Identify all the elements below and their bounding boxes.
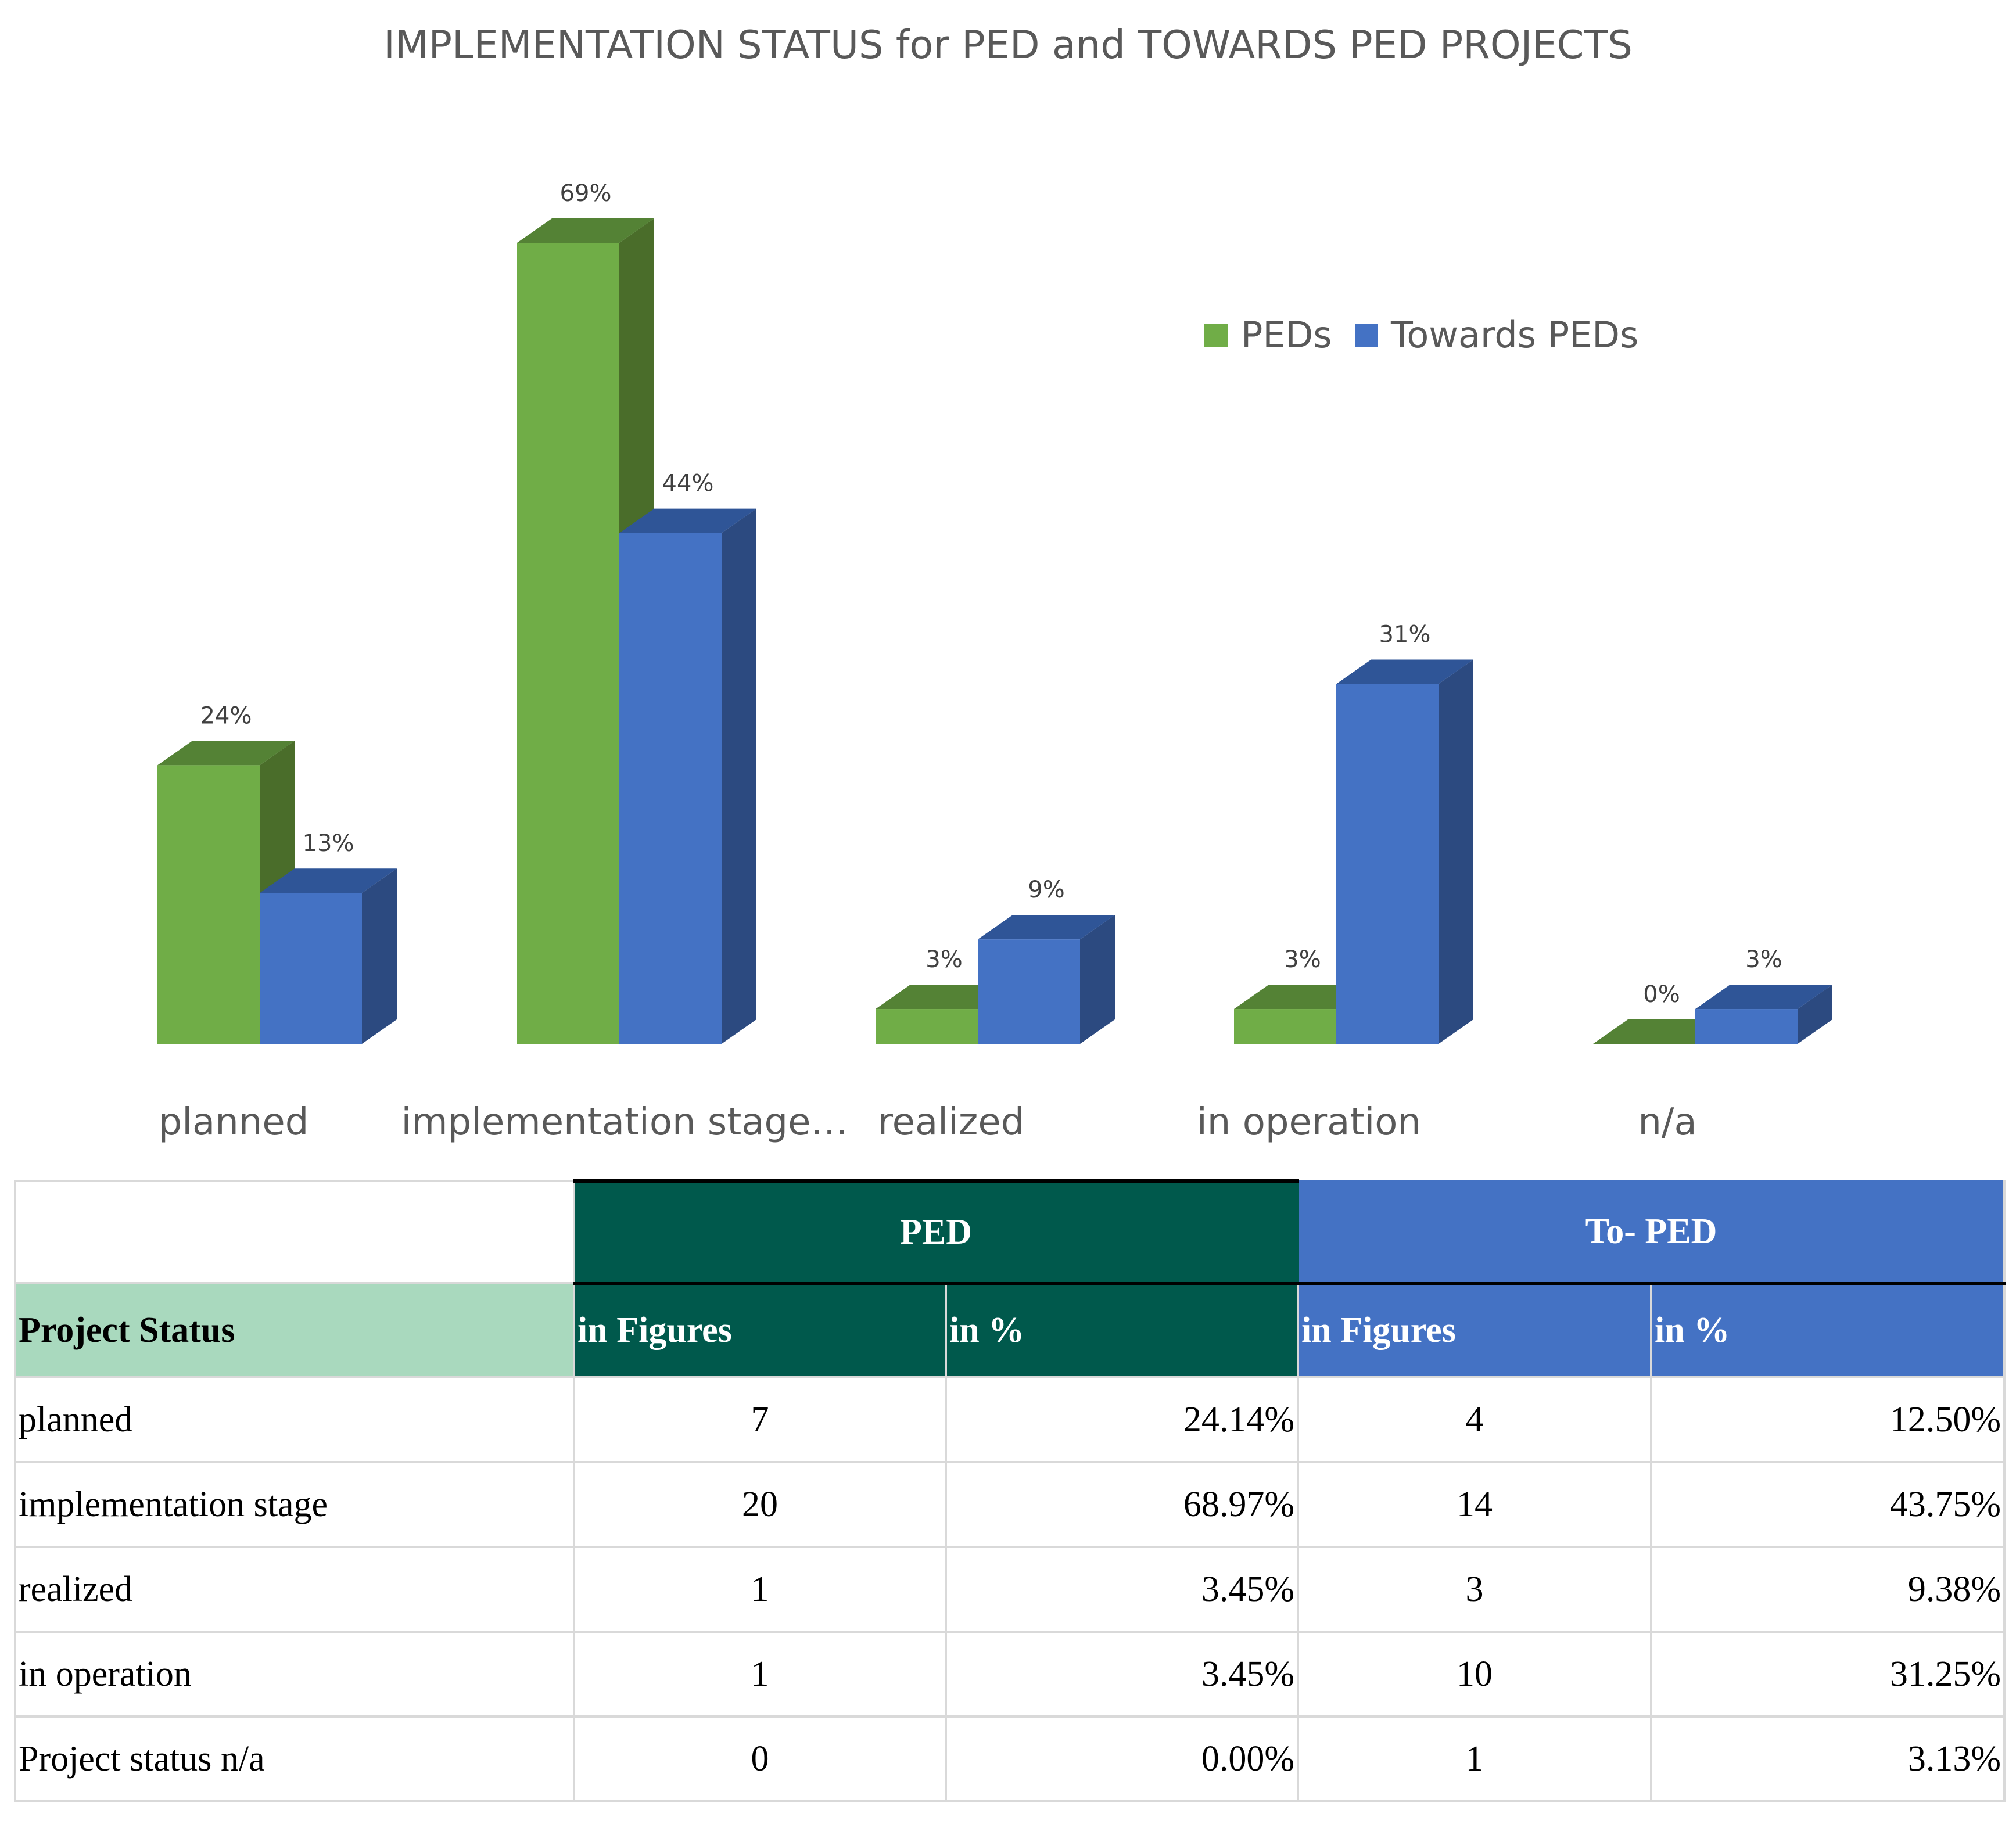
status-table: PED To- PED Project Status in Figures in… (14, 1179, 2006, 1802)
toped-figures-cell: 3 (1297, 1546, 1652, 1633)
status-cell: realized (14, 1546, 575, 1633)
status-cell: planned (14, 1376, 575, 1463)
ped-figures-cell: 7 (573, 1376, 947, 1463)
toped-percent-cell: 43.75% (1650, 1461, 2006, 1548)
ped-percent-cell: 24.14% (945, 1376, 1299, 1463)
toped-group-header: To- PED (1297, 1180, 2006, 1285)
legend-swatch-towards-peds (1355, 324, 1378, 347)
status-cell: in operation (14, 1631, 575, 1718)
ped-percent-cell: 3.45% (945, 1546, 1299, 1633)
group-header-row: PED To- PED (14, 1179, 2006, 1285)
chart-title: IMPLEMENTATION STATUS for PED and TOWARD… (383, 22, 1633, 67)
data-label-peds-4: 0% (1643, 981, 1680, 1008)
toped-figures-header: in Figures (1297, 1282, 1652, 1378)
data-label-peds-3: 3% (1284, 946, 1321, 973)
data-label-towards-peds-3: 31% (1379, 621, 1431, 648)
ped-percent-cell: 68.97% (945, 1461, 1299, 1548)
toped-percent-cell: 12.50% (1650, 1376, 2006, 1463)
status-cell: implementation stage (14, 1461, 575, 1548)
labels-layer: 24% 13% planned 69% 44% implementation stage…… (159, 180, 1782, 1144)
data-label-towards-peds-2: 9% (1028, 877, 1064, 903)
legend-label-peds: PEDs (1241, 314, 1332, 356)
legend-label-towards-peds: Towards PEDs (1390, 314, 1638, 356)
category-label-3: in operation (1197, 1101, 1421, 1144)
data-label-peds-0: 24% (200, 702, 252, 729)
data-label-towards-peds-1: 44% (662, 471, 714, 497)
legend-swatch-peds (1204, 324, 1228, 347)
bars-layer (157, 218, 1832, 1044)
data-label-peds-2: 3% (926, 946, 962, 973)
table-row: realized 1 3.45% 3 9.38% (14, 1546, 2006, 1633)
category-label-4: n/a (1638, 1101, 1696, 1144)
ped-figures-cell: 20 (573, 1461, 947, 1548)
category-label-2: realized (878, 1101, 1025, 1144)
ped-figures-cell: 1 (573, 1546, 947, 1633)
table-row: Project status n/a 0 0.00% 1 3.13% (14, 1715, 2006, 1802)
category-label-1: implementation stage… (401, 1101, 848, 1144)
data-label-peds-1: 69% (560, 180, 612, 207)
ped-figures-cell: 0 (573, 1715, 947, 1802)
project-status-header: Project Status (14, 1282, 575, 1378)
toped-percent-cell: 3.13% (1650, 1715, 2006, 1802)
toped-figures-cell: 14 (1297, 1461, 1652, 1548)
category-label-0: planned (159, 1101, 309, 1144)
bar-towards-peds-0 (260, 868, 397, 1044)
toped-figures-cell: 10 (1297, 1631, 1652, 1718)
toped-percent-header: in % (1650, 1282, 2006, 1378)
table-row: planned 7 24.14% 4 12.50% (14, 1376, 2006, 1463)
table-row: implementation stage 20 68.97% 14 43.75% (14, 1461, 2006, 1548)
toped-figures-cell: 1 (1297, 1715, 1652, 1802)
toped-figures-cell: 4 (1297, 1376, 1652, 1463)
data-label-towards-peds-0: 13% (303, 830, 354, 857)
ped-percent-cell: 3.45% (945, 1631, 1299, 1718)
status-cell: Project status n/a (14, 1715, 575, 1802)
chart-legend: PEDs Towards PEDs (1204, 314, 1638, 356)
toped-percent-cell: 31.25% (1650, 1631, 2006, 1718)
ped-percent-cell: 0.00% (945, 1715, 1299, 1802)
toped-percent-cell: 9.38% (1650, 1546, 2006, 1633)
bar-towards-peds-3 (1336, 659, 1473, 1044)
ped-group-header: PED (573, 1179, 1299, 1285)
implementation-status-chart: IMPLEMENTATION STATUS for PED and TOWARD… (157, 22, 1832, 1144)
ped-figures-header: in Figures (573, 1282, 947, 1378)
corner-cell (14, 1180, 575, 1284)
ped-figures-cell: 1 (573, 1631, 947, 1718)
data-label-towards-peds-4: 3% (1745, 946, 1782, 973)
ped-percent-header: in % (945, 1282, 1299, 1378)
table-row: in operation 1 3.45% 10 31.25% (14, 1631, 2006, 1718)
bar-towards-peds-4 (1695, 985, 1832, 1044)
column-header-row: Project Status in Figures in % in Figure… (14, 1282, 2006, 1378)
bar-towards-peds-2 (978, 915, 1115, 1044)
bar-towards-peds-1 (619, 508, 756, 1044)
